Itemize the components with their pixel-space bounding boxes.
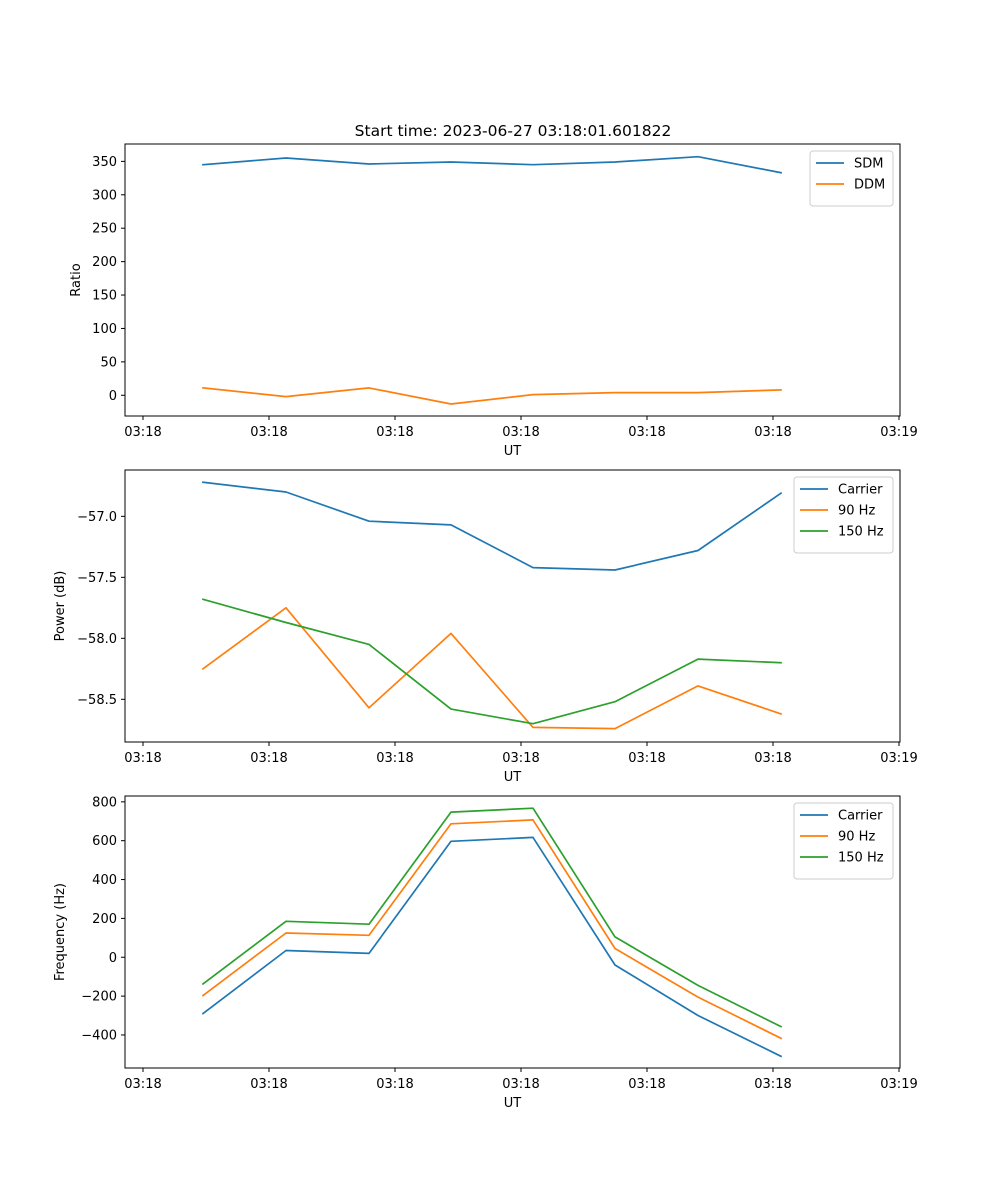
x-tick-label: 03:18 <box>376 1077 413 1092</box>
x-axis-label: UT <box>504 444 522 459</box>
figure-title: Start time: 2023-06-27 03:18:01.601822 <box>355 122 672 140</box>
y-tick-label: 0 <box>109 951 117 966</box>
chart-panel: 03:18 03:18 03:18 03:18 03:18 03:18 03:19 −58.5… <box>53 469 918 785</box>
y-tick-label: 0 <box>109 389 117 404</box>
legend-label: 90 Hz <box>838 504 875 519</box>
y-tick-label: −200 <box>81 990 117 1005</box>
legend-box <box>793 802 894 880</box>
x-tick-label: 03:18 <box>376 751 413 766</box>
series-line-sdm <box>202 155 782 174</box>
x-tick-label: 03:18 <box>124 1077 161 1092</box>
series-line-90-hz <box>201 819 783 1040</box>
x-tick-label: 03:18 <box>124 751 161 766</box>
x-tick-label: 03:18 <box>376 425 413 440</box>
x-tick-label: 03:18 <box>124 425 161 440</box>
x-tick-label: 03:18 <box>502 751 539 766</box>
legend: Carrier 90 Hz 150 Hz <box>793 476 894 554</box>
y-axis-label: Power (dB) <box>53 571 68 642</box>
x-tick-label: 03:18 <box>754 425 791 440</box>
chart-panel: 03:18 03:18 03:18 03:18 03:18 03:18 03:19 0 50 10… <box>69 143 918 459</box>
x-tick-label: 03:18 <box>628 425 665 440</box>
y-tick-label: 200 <box>92 912 117 927</box>
x-tick-label: 03:19 <box>880 425 917 440</box>
legend-box <box>793 476 894 554</box>
y-axis-label: Ratio <box>69 263 84 296</box>
series-line-90-hz <box>201 606 783 730</box>
x-tick-label: 03:18 <box>250 1077 287 1092</box>
chart-panel: 03:18 03:18 03:18 03:18 03:18 03:18 03:19 −400 −… <box>53 795 918 1111</box>
y-tick-label: 350 <box>92 155 117 170</box>
series-line-carrier <box>202 481 783 571</box>
legend-label: 90 Hz <box>838 830 875 845</box>
legend-label: 150 Hz <box>838 525 884 540</box>
x-tick-label: 03:18 <box>754 751 791 766</box>
y-tick-label: 400 <box>92 873 117 888</box>
y-tick-label: 600 <box>92 834 117 849</box>
x-tick-label: 03:18 <box>502 425 539 440</box>
y-tick-label: −58.0 <box>77 632 117 647</box>
y-tick-label: 200 <box>92 255 117 270</box>
x-tick-label: 03:18 <box>502 1077 539 1092</box>
x-tick-label: 03:19 <box>880 1077 917 1092</box>
y-tick-label: 100 <box>92 322 117 337</box>
x-tick-label: 03:18 <box>250 751 287 766</box>
x-tick-label: 03:18 <box>628 751 665 766</box>
series-line-150-hz <box>201 807 783 1028</box>
legend-label: Carrier <box>838 483 883 498</box>
panels: 03:18 03:18 03:18 03:18 03:18 03:18 03:19 0 50 10… <box>53 143 918 1111</box>
series-line-ddm <box>202 386 782 405</box>
y-tick-label: −400 <box>81 1028 117 1043</box>
y-tick-label: −57.0 <box>77 510 117 525</box>
x-tick-label: 03:18 <box>754 1077 791 1092</box>
series-line-carrier <box>201 836 783 1058</box>
legend-box <box>809 150 894 207</box>
plot-frame <box>124 469 901 743</box>
y-tick-label: 250 <box>92 222 117 237</box>
series-line-150-hz <box>201 598 782 725</box>
y-tick-label: 150 <box>92 289 117 304</box>
x-tick-label: 03:18 <box>250 425 287 440</box>
y-tick-label: 300 <box>92 188 117 203</box>
x-tick-label: 03:19 <box>880 751 917 766</box>
x-axis-label: UT <box>504 770 522 785</box>
x-axis-label: UT <box>504 1096 522 1111</box>
y-tick-label: −57.5 <box>77 571 117 586</box>
y-tick-label: −58.5 <box>77 693 117 708</box>
legend-label: 150 Hz <box>838 851 884 866</box>
legend-label: Carrier <box>838 809 883 824</box>
y-tick-label: 50 <box>100 355 117 370</box>
y-axis-label: Frequency (Hz) <box>53 883 68 981</box>
legend-label: DDM <box>854 178 885 193</box>
x-tick-label: 03:18 <box>628 1077 665 1092</box>
plot-frame <box>124 143 901 417</box>
y-tick-label: 800 <box>92 795 117 810</box>
legend: SDM DDM <box>809 150 894 207</box>
legend-label: SDM <box>854 157 883 172</box>
legend: Carrier 90 Hz 150 Hz <box>793 802 894 880</box>
plot-frame <box>124 795 901 1069</box>
